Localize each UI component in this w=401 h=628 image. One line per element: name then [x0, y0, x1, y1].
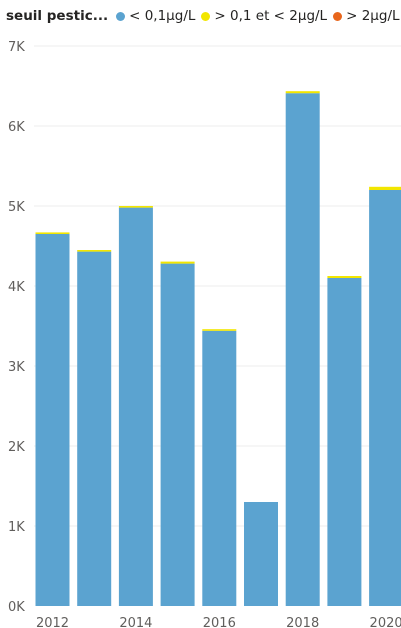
bar-segment-mid	[369, 186, 401, 190]
bar-segment-low	[369, 190, 401, 606]
bar-segment-mid	[285, 91, 320, 94]
bar-segment-low	[35, 234, 70, 606]
legend-item-high[interactable]: > 2µg/L	[333, 8, 400, 24]
bar-segment-mid	[118, 206, 153, 208]
bar-segment-mid	[77, 250, 112, 252]
y-tick-label: 1K	[8, 520, 25, 535]
y-tick-label: 3K	[8, 360, 25, 375]
legend-dot-high	[333, 11, 343, 21]
chart-legend: seuil pestic... < 0,1µg/L > 0,1 et < 2µg…	[6, 6, 401, 26]
bar-segment-low	[77, 251, 112, 606]
y-tick-label: 5K	[8, 200, 25, 215]
x-tick-label: 2014	[119, 616, 152, 628]
legend-item-mid[interactable]: > 0,1 et < 2µg/L	[201, 8, 327, 24]
y-tick-label: 7K	[8, 40, 25, 55]
bar-segment-mid	[35, 232, 70, 234]
legend-label-low: < 0,1µg/L	[129, 8, 196, 24]
legend-label-high: > 2µg/L	[346, 8, 400, 24]
y-tick-label: 2K	[8, 440, 25, 455]
legend-dot-mid	[201, 11, 211, 21]
bar-segment-low	[285, 93, 320, 606]
legend-item-low[interactable]: < 0,1µg/L	[116, 8, 195, 24]
x-tick-label: 2018	[286, 616, 319, 628]
bar-segment-low	[327, 278, 362, 606]
bar-segment-low	[202, 330, 237, 606]
bar-segment-mid	[202, 329, 237, 331]
x-tick-label: 2016	[203, 616, 236, 628]
bar-segment-mid	[327, 276, 362, 278]
legend-title: seuil pestic...	[6, 8, 109, 24]
bar-segment-low	[118, 207, 153, 606]
legend-dot-low	[116, 11, 126, 21]
x-tick-label: 2012	[36, 616, 69, 628]
bar-segment-low	[160, 263, 195, 606]
x-tick-label: 2020	[370, 616, 401, 628]
legend-label-mid: > 0,1 et < 2µg/L	[214, 8, 328, 24]
bar-segment-mid	[160, 261, 195, 264]
y-tick-label: 6K	[8, 120, 25, 135]
y-tick-label: 4K	[8, 280, 25, 295]
y-tick-label: 0K	[8, 600, 25, 615]
bar-segment-low	[244, 502, 278, 606]
